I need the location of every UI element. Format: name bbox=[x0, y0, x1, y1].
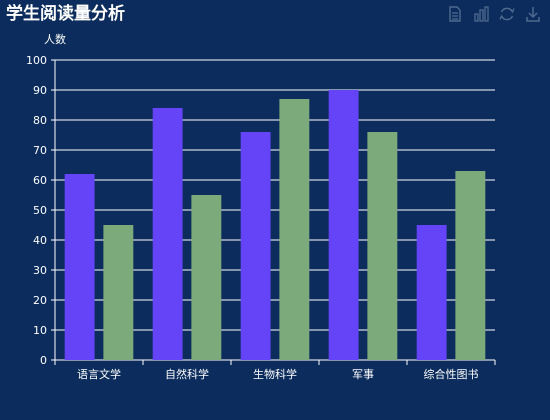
bar-series1-3 bbox=[328, 90, 359, 360]
y-tick-label: 100 bbox=[26, 54, 47, 67]
bar-series1-4 bbox=[416, 225, 447, 360]
y-tick-label: 20 bbox=[33, 294, 47, 307]
restore-icon[interactable] bbox=[498, 5, 516, 23]
y-tick-label: 80 bbox=[33, 114, 47, 127]
toolbox bbox=[446, 5, 542, 23]
bar-series2-2 bbox=[279, 99, 310, 360]
x-tick-label: 自然科学 bbox=[165, 367, 209, 381]
x-tick-label: 语言文学 bbox=[77, 367, 121, 381]
chart-title: 学生阅读量分析 bbox=[6, 4, 125, 24]
y-tick-label: 30 bbox=[33, 264, 47, 277]
x-tick-label: 综合性图书 bbox=[424, 367, 479, 381]
y-tick-label: 70 bbox=[33, 144, 47, 157]
y-tick-label: 40 bbox=[33, 234, 47, 247]
bar-series1-1 bbox=[152, 108, 183, 360]
x-tick-label: 军事 bbox=[352, 368, 374, 381]
download-icon[interactable] bbox=[524, 5, 542, 23]
bar-series2-0 bbox=[103, 225, 134, 360]
y-tick-label: 10 bbox=[33, 324, 47, 337]
y-tick-label: 50 bbox=[33, 204, 47, 217]
bar-series1-2 bbox=[240, 132, 271, 360]
bar-series2-4 bbox=[455, 171, 486, 360]
bar-series1-0 bbox=[64, 174, 95, 360]
y-tick-label: 90 bbox=[33, 84, 47, 97]
bar-chart-icon[interactable] bbox=[472, 5, 490, 23]
y-tick-label: 60 bbox=[33, 174, 47, 187]
bar-series2-1 bbox=[191, 195, 222, 360]
x-tick-label: 生物科学 bbox=[253, 367, 297, 381]
data-view-icon[interactable] bbox=[446, 5, 464, 23]
y-axis-label: 人数 bbox=[44, 33, 66, 46]
y-tick-label: 0 bbox=[40, 354, 47, 367]
bar-series2-3 bbox=[367, 132, 398, 360]
